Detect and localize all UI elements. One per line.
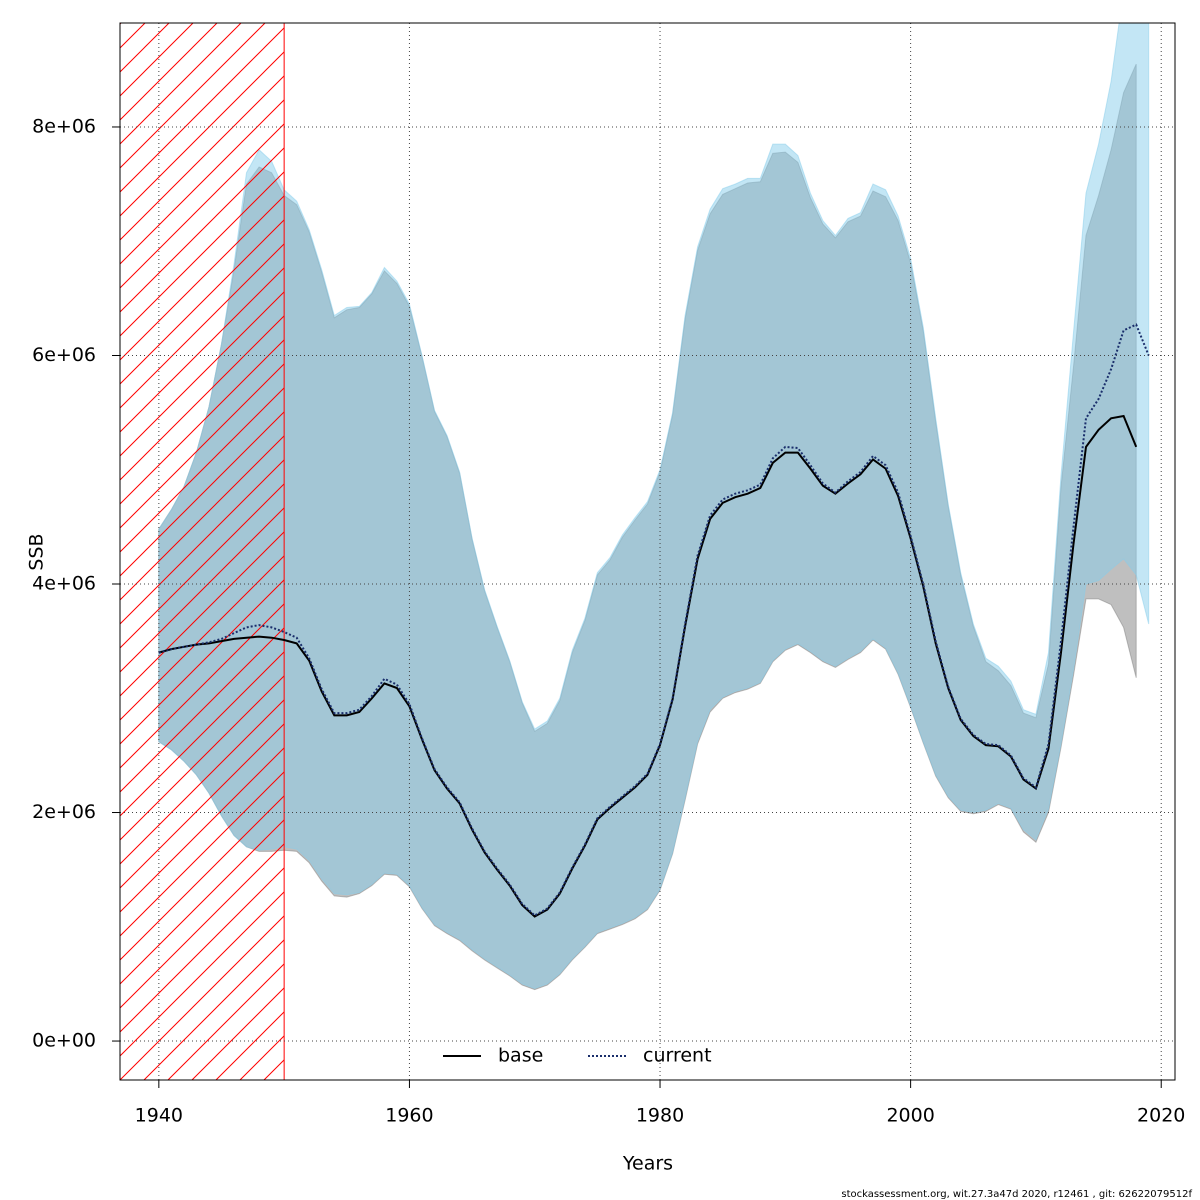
confidence-band: [158, 23, 1150, 990]
y-tick-label: 2e+06: [32, 801, 96, 823]
x-axis-label: Years: [622, 1153, 673, 1175]
shaded-region: [119, 22, 285, 1081]
legend: base current: [443, 1045, 712, 1067]
legend-label: current: [643, 1045, 712, 1067]
shaded-region-group: [119, 22, 285, 1081]
y-tick-label: 8e+06: [32, 115, 96, 137]
bands: [158, 23, 1150, 991]
y-axis-label: SSB: [26, 533, 48, 570]
grid: [120, 23, 1175, 1080]
x-tick-label: 1960: [385, 1105, 433, 1127]
x-tick-label: 2000: [886, 1105, 934, 1127]
legend-label: base: [498, 1045, 543, 1067]
axes: 1940 1960 1980 2000 2020 0e+00 2e+06 4e+06 6e+06…: [32, 115, 1185, 1126]
x-tick-label: 1940: [135, 1105, 183, 1127]
series-line: [158, 414, 1138, 918]
lines: [158, 323, 1150, 918]
plot-frame: [119, 22, 1176, 1081]
y-tick-label: 6e+06: [32, 344, 96, 366]
series-line: [158, 323, 1150, 917]
x-tick-label: 1980: [636, 1105, 684, 1127]
x-tick-label: 2020: [1137, 1105, 1185, 1127]
footer: stockassessment.org, wit.27.3a47d 2020, …: [841, 1189, 1192, 1200]
y-tick-label: 4e+06: [32, 573, 96, 595]
y-tick-label: 0e+00: [32, 1030, 96, 1052]
